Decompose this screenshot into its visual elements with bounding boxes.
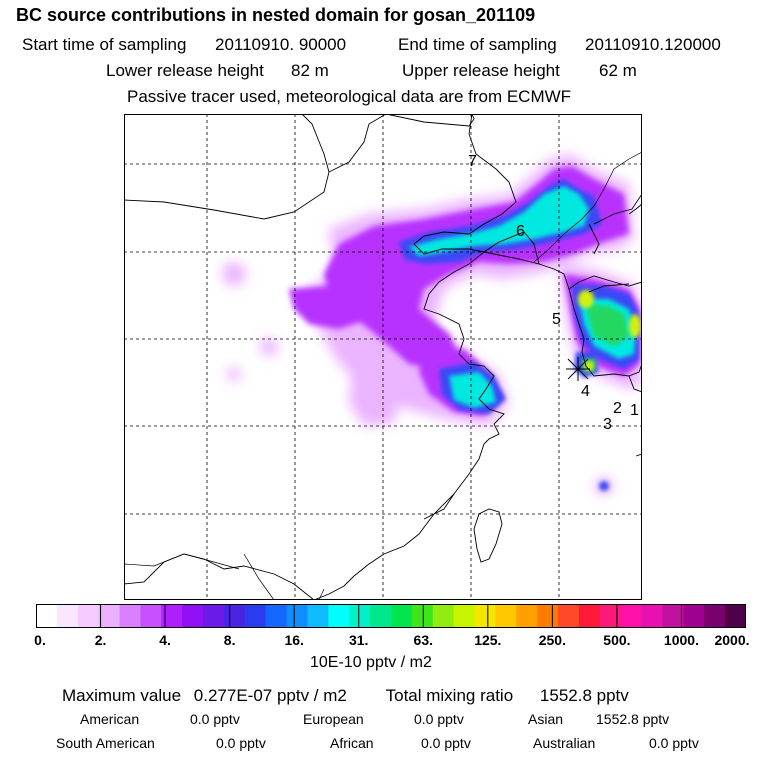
colorbar-cell bbox=[98, 604, 121, 628]
colorbar-tick-label: 4. bbox=[159, 632, 171, 648]
end-time-label: End time of sampling bbox=[398, 35, 557, 54]
start-time-label: Start time of sampling bbox=[22, 35, 187, 54]
trajectory-label-6: 6 bbox=[516, 223, 525, 240]
colorbar-cell bbox=[495, 604, 517, 628]
chart-title: BC source contributions in nested domain… bbox=[16, 5, 536, 25]
region-asian-name: Asian bbox=[528, 711, 564, 727]
colorbar-dividers bbox=[100, 604, 682, 628]
trajectory-label-4: 4 bbox=[581, 383, 590, 400]
colorbar-cell bbox=[349, 604, 371, 628]
region-australian-value: 0.0 pptv bbox=[649, 735, 699, 751]
colorbar-tick-label: 1000. bbox=[663, 632, 699, 648]
source-contribution-map: 7 6 5 4 3 2 1 bbox=[124, 114, 642, 600]
colorbar-cells bbox=[36, 604, 746, 628]
colorbar-cell bbox=[265, 604, 288, 628]
trajectory-label-3: 3 bbox=[603, 416, 612, 433]
colorbar-tick-label: 2000. bbox=[714, 632, 750, 648]
end-time-value: 20110910.120000 bbox=[585, 35, 721, 54]
region-european-name: European bbox=[303, 711, 364, 727]
colorbar-cell bbox=[119, 604, 141, 628]
colorbar-tick-label: 16. bbox=[284, 632, 304, 648]
colorbar-cell bbox=[140, 604, 162, 628]
colorbar-cell bbox=[683, 604, 705, 628]
colorbar-cell bbox=[203, 604, 225, 628]
region-african-value: 0.0 pptv bbox=[421, 735, 471, 751]
colorbar-tick-label: 250. bbox=[538, 632, 566, 648]
colorbar-cell bbox=[578, 604, 601, 628]
upper-release-label: Upper release height bbox=[402, 61, 560, 80]
colorbar-cell bbox=[725, 604, 746, 628]
lower-release-value: 82 m bbox=[291, 61, 329, 80]
total-mixing-value: 1552.8 pptv bbox=[539, 686, 629, 705]
colorbar-cell bbox=[641, 604, 663, 628]
colorbar-cell bbox=[537, 604, 559, 628]
region-south-american-name: South American bbox=[56, 735, 155, 751]
colorbar-cell bbox=[599, 604, 622, 628]
colorbar-cell bbox=[223, 604, 246, 628]
colorbar-tick-label: 63. bbox=[413, 632, 433, 648]
colorbar-cell bbox=[391, 604, 413, 628]
colorbar-cell bbox=[307, 604, 329, 628]
colorbar-cell bbox=[328, 604, 350, 628]
colorbar-cell bbox=[704, 604, 726, 628]
colorbar-cell bbox=[432, 604, 455, 628]
start-time-value: 20110910. 90000 bbox=[215, 35, 347, 54]
colorbar-cell bbox=[182, 604, 204, 628]
colorbar-cell bbox=[620, 604, 643, 628]
colorbar-unit-label: 10E-10 pptv / m2 bbox=[310, 654, 432, 671]
graticule bbox=[124, 114, 642, 600]
region-african-name: African bbox=[330, 735, 374, 751]
total-mixing-label: Total mixing ratio bbox=[385, 686, 514, 705]
colorbar-cell bbox=[411, 604, 434, 628]
colorbar-frame bbox=[36, 604, 746, 628]
trajectory-label-7: 7 bbox=[468, 153, 477, 170]
max-value: 0.277E-07 pptv / m2 bbox=[193, 686, 347, 705]
country-borders bbox=[124, 151, 642, 600]
colorbar-tick-label: 500. bbox=[603, 632, 631, 648]
trajectory-label-1: 1 bbox=[630, 402, 639, 419]
region-australian-name: Australian bbox=[533, 735, 596, 751]
colorbar-tick-label: 2. bbox=[94, 632, 107, 648]
trajectory-label-2: 2 bbox=[613, 400, 622, 417]
colorbar-tick-label: 8. bbox=[223, 632, 236, 648]
trajectory-label-5: 5 bbox=[552, 311, 561, 328]
coastlines bbox=[124, 114, 642, 600]
colorbar-cell bbox=[56, 604, 79, 628]
map-frame bbox=[124, 114, 642, 600]
receptor-marker bbox=[566, 357, 590, 381]
colorbar-cell bbox=[286, 604, 308, 628]
region-american-name: American bbox=[80, 711, 140, 727]
colorbar-cell bbox=[36, 604, 58, 628]
colorbar-cell bbox=[474, 604, 496, 628]
region-south-american-value: 0.0 pptv bbox=[216, 735, 266, 751]
max-value-line: Maximum value 0.277E-07 pptv / m2 Total … bbox=[62, 686, 629, 706]
colorbar-cell bbox=[662, 604, 684, 628]
colorbar-cell bbox=[516, 604, 538, 628]
lower-release-label: Lower release height bbox=[106, 61, 264, 80]
colorbar-tick-label: 0. bbox=[34, 632, 46, 648]
colorbar-cell bbox=[370, 604, 392, 628]
colorbar-tick-label: 125. bbox=[474, 632, 502, 648]
colorbar-cell bbox=[161, 604, 183, 628]
colorbar-cell bbox=[77, 604, 100, 628]
tracer-note: Passive tracer used, meteorological data… bbox=[127, 87, 572, 106]
colorbar-cell bbox=[244, 604, 267, 628]
colorbar bbox=[36, 604, 746, 628]
region-american-value: 0.0 pptv bbox=[190, 711, 240, 727]
region-asian-value: 1552.8 pptv bbox=[596, 711, 670, 727]
colorbar-tick-label: 31. bbox=[348, 632, 369, 648]
colorbar-cell bbox=[558, 604, 580, 628]
max-value-label: Maximum value bbox=[62, 686, 182, 705]
colorbar-cell bbox=[453, 604, 476, 628]
region-european-value: 0.0 pptv bbox=[414, 711, 464, 727]
upper-release-value: 62 m bbox=[599, 61, 637, 80]
